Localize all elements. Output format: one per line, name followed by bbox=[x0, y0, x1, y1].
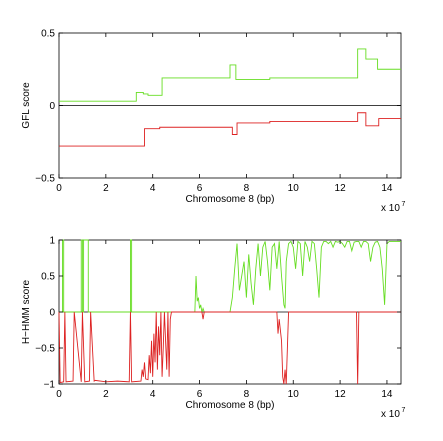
x-tick-label: 2 bbox=[103, 183, 109, 194]
y-tick-label: −0.5 bbox=[35, 344, 55, 355]
x-tick-label: 6 bbox=[197, 183, 203, 194]
x-exponent-power: 7 bbox=[402, 407, 406, 414]
series-line-0 bbox=[59, 239, 401, 313]
y-tick-label: 0.5 bbox=[41, 272, 55, 283]
y-tick-label: 0 bbox=[49, 308, 55, 319]
series-line-1 bbox=[58, 311, 401, 385]
y-axis-label: H−HMM score bbox=[21, 279, 32, 344]
x-tick-label: 14 bbox=[381, 183, 393, 194]
hhmm-score-chart: 0 2 4 6 8 10 12 14 −1 −0.5 0 0.5 1 Chromosome 8 (bp) H… bbox=[21, 236, 406, 421]
x-tick-label: 2 bbox=[103, 389, 109, 400]
x-tick-label: 8 bbox=[244, 183, 250, 194]
y-tick-label: −1 bbox=[44, 380, 56, 391]
x-tick-label: 12 bbox=[335, 389, 347, 400]
x-exponent-label: x 10 bbox=[381, 203, 400, 214]
x-tick-label: 0 bbox=[56, 183, 62, 194]
x-tick-label: 10 bbox=[288, 183, 300, 194]
x-tick-label: 4 bbox=[150, 183, 156, 194]
x-exponent-power: 7 bbox=[402, 201, 406, 208]
series-line-0 bbox=[59, 48, 401, 102]
x-tick-label: 8 bbox=[244, 389, 250, 400]
y-tick-label: 0.5 bbox=[41, 29, 55, 40]
y-tick-label: −0.5 bbox=[35, 174, 55, 185]
x-tick-label: 4 bbox=[150, 389, 156, 400]
y-tick-label: 0 bbox=[49, 101, 55, 112]
x-tick-label: 6 bbox=[197, 389, 203, 400]
x-tick-label: 10 bbox=[288, 389, 300, 400]
series-line-1 bbox=[59, 112, 401, 147]
x-axis-label: Chromosome 8 (bp) bbox=[186, 400, 275, 411]
x-exponent-label: x 10 bbox=[381, 409, 400, 420]
x-tick-label: 14 bbox=[381, 389, 393, 400]
x-tick-label: 0 bbox=[56, 389, 62, 400]
y-axis-label: GFL score bbox=[21, 82, 32, 129]
y-tick-label: 1 bbox=[49, 236, 55, 247]
x-tick-label: 12 bbox=[335, 183, 347, 194]
x-axis-label: Chromosome 8 (bp) bbox=[186, 194, 275, 205]
